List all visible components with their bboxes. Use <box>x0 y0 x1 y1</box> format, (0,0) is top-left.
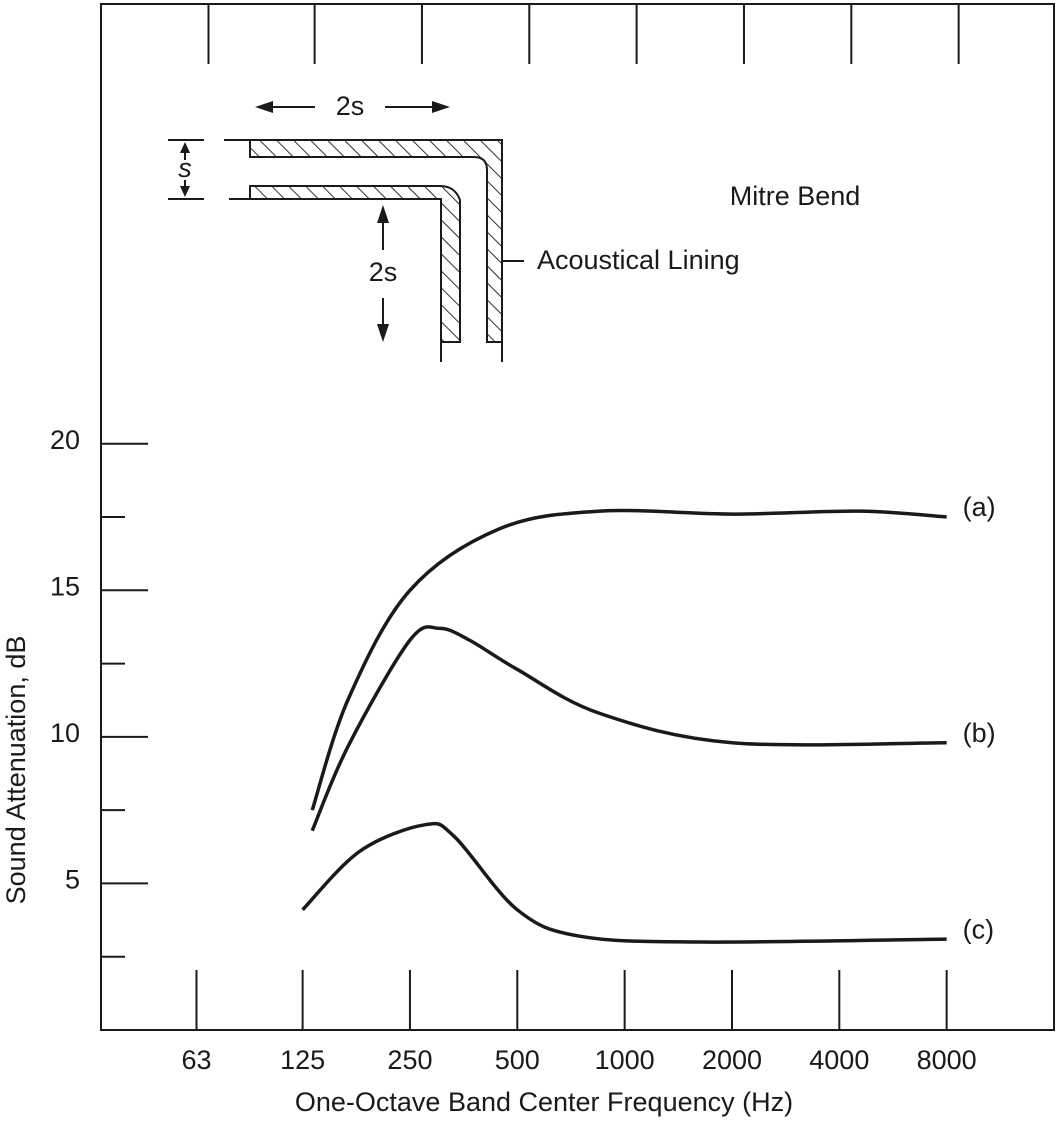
y-tick-label: 20 <box>50 425 80 455</box>
line <box>310 508 947 811</box>
x-tick-label: 8000 <box>917 1045 977 1075</box>
line <box>301 821 947 944</box>
dimension-label: 2s <box>369 257 398 287</box>
x-tick-label: 1000 <box>595 1045 655 1075</box>
x-tick-label: 500 <box>495 1045 540 1075</box>
y-tick-label: 15 <box>50 571 80 601</box>
x-tick-label: 63 <box>181 1045 211 1075</box>
plot-frame <box>100 3 1055 1031</box>
series-label: (c) <box>963 914 994 944</box>
dimension-label: s <box>178 153 192 183</box>
y-tick-label: 10 <box>50 718 80 748</box>
line <box>310 625 947 832</box>
x-tick-label: 2000 <box>702 1045 762 1075</box>
x-tick-label: 4000 <box>809 1045 869 1075</box>
series-label: (a) <box>963 492 996 522</box>
dimension-label: 2s <box>336 91 365 121</box>
annotation: Acoustical Lining <box>537 245 740 275</box>
x-tick-label: 250 <box>387 1045 432 1075</box>
y-axis-label: Sound Attenuation, dB <box>1 636 31 905</box>
annotation: Mitre Bend <box>730 181 861 211</box>
inset-diagram: Mitre Bend Acoustical Lining 2s s 2s <box>168 91 860 362</box>
x-tick-label: 125 <box>280 1045 325 1075</box>
x-axis-label: One-Octave Band Center Frequency (Hz) <box>295 1087 793 1117</box>
series-label: (b) <box>963 718 996 748</box>
y-tick-label: 5 <box>65 865 80 895</box>
